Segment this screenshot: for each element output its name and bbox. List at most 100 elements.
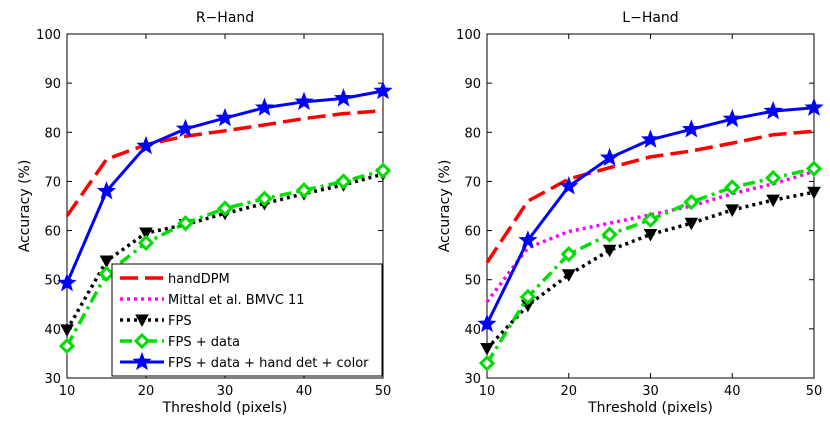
data-point xyxy=(519,288,536,306)
data-point xyxy=(60,324,74,337)
legend-marker xyxy=(135,314,149,328)
y-tick-label: 50 xyxy=(464,274,481,289)
y-tick-label: 60 xyxy=(44,225,61,240)
data-point xyxy=(601,226,618,243)
data-point xyxy=(295,182,313,199)
series-line xyxy=(65,108,384,217)
data-point xyxy=(560,246,577,263)
y-tick-label: 70 xyxy=(44,175,61,190)
data-point xyxy=(333,88,354,107)
data-point xyxy=(137,234,155,251)
data-point xyxy=(559,176,579,195)
data-point xyxy=(139,227,153,241)
x-tick-label: 30 xyxy=(217,384,234,399)
series-fps-data-hand-det-color xyxy=(477,97,824,333)
data-point xyxy=(480,343,494,356)
legend-item: FPS + data xyxy=(120,332,240,350)
data-point xyxy=(807,186,821,200)
data-point xyxy=(724,179,741,196)
x-axis-label: Threshold (pixels) xyxy=(587,400,713,416)
y-axis-label: Accuracy (%) xyxy=(437,160,453,253)
legend-item: FPS + data + hand det + color xyxy=(120,351,369,371)
series-fps-data xyxy=(58,162,392,355)
series-handdpm xyxy=(65,108,384,217)
y-tick-label: 90 xyxy=(464,77,481,92)
series-handdpm xyxy=(485,129,815,264)
data-point xyxy=(58,337,76,355)
legend-marker xyxy=(132,351,152,371)
series-line xyxy=(485,129,815,264)
data-point xyxy=(373,80,393,100)
y-tick-label: 50 xyxy=(44,274,61,289)
chart-title: R−Hand xyxy=(196,10,254,26)
series-line xyxy=(485,190,815,350)
data-point xyxy=(177,215,194,232)
legend-marker xyxy=(133,332,151,350)
x-tick-label: 30 xyxy=(642,384,659,399)
data-point xyxy=(765,169,782,187)
data-point xyxy=(294,91,314,110)
data-point xyxy=(136,135,156,155)
data-point xyxy=(642,211,659,228)
legend-label: FPS xyxy=(168,314,192,329)
legend-item: handDPM xyxy=(120,272,230,287)
chart-title: L−Hand xyxy=(622,10,678,26)
data-point xyxy=(805,160,823,177)
x-tick-label: 50 xyxy=(375,384,392,399)
data-point xyxy=(600,147,620,167)
data-point xyxy=(684,217,699,231)
y-tick-label: 30 xyxy=(464,372,481,387)
y-tick-label: 60 xyxy=(464,225,481,240)
x-tick-label: 10 xyxy=(479,384,496,399)
legend-label: FPS + data xyxy=(168,335,240,350)
data-point xyxy=(57,273,77,292)
legend-label: Mittal et al. BMVC 11 xyxy=(168,293,305,308)
series-fps xyxy=(480,186,821,356)
legend: handDPM Mittal et al. BMVC 11 FPS FPS + dat… xyxy=(111,263,383,377)
series-fps-data-hand-det-color xyxy=(57,80,393,292)
data-point xyxy=(725,204,740,217)
data-point xyxy=(215,107,235,127)
series-line xyxy=(65,172,384,331)
data-point xyxy=(683,193,700,211)
data-point xyxy=(216,200,234,217)
chart-l-hand: L−Hand 10 20 30 40 50 30 40 50 60 70 80 90 100 Thresho… xyxy=(437,10,824,416)
y-axis-label: Accuracy (%) xyxy=(17,160,33,253)
y-tick-label: 90 xyxy=(44,77,61,92)
legend-label: handDPM xyxy=(168,272,230,287)
x-tick-label: 10 xyxy=(59,384,76,399)
data-point xyxy=(478,355,496,372)
data-point xyxy=(99,255,114,269)
x-axis-label: Threshold (pixels) xyxy=(162,400,288,416)
data-point xyxy=(766,194,780,208)
data-point xyxy=(254,97,275,116)
data-point xyxy=(175,118,196,138)
x-tick-label: 20 xyxy=(138,384,155,399)
data-point xyxy=(256,190,273,207)
y-tick-label: 40 xyxy=(464,323,481,338)
x-tick-label: 50 xyxy=(806,384,823,399)
x-tick-label: 20 xyxy=(560,384,577,399)
data-point xyxy=(681,119,701,138)
data-point xyxy=(763,101,783,120)
y-tick-label: 30 xyxy=(44,372,61,387)
y-tick-label: 80 xyxy=(464,126,481,141)
y-tick-label: 100 xyxy=(36,28,61,43)
data-point xyxy=(98,265,115,282)
data-point xyxy=(477,313,497,333)
data-point xyxy=(374,162,392,179)
x-tick-label: 40 xyxy=(724,384,741,399)
data-point xyxy=(643,229,658,242)
x-tick-label: 40 xyxy=(296,384,313,399)
data-point xyxy=(335,173,352,190)
legend-item: Mittal et al. BMVC 11 xyxy=(120,293,305,308)
data-point xyxy=(804,97,824,116)
y-tick-label: 100 xyxy=(456,28,481,43)
data-point xyxy=(561,269,576,282)
chart-r-hand: R−Hand 10 20 30 40 50 30 40 50 60 70 80 90 100 Thresho… xyxy=(17,10,393,416)
data-point xyxy=(640,129,661,148)
y-tick-label: 70 xyxy=(464,175,481,190)
y-tick-label: 40 xyxy=(44,323,61,338)
data-point xyxy=(602,244,617,258)
